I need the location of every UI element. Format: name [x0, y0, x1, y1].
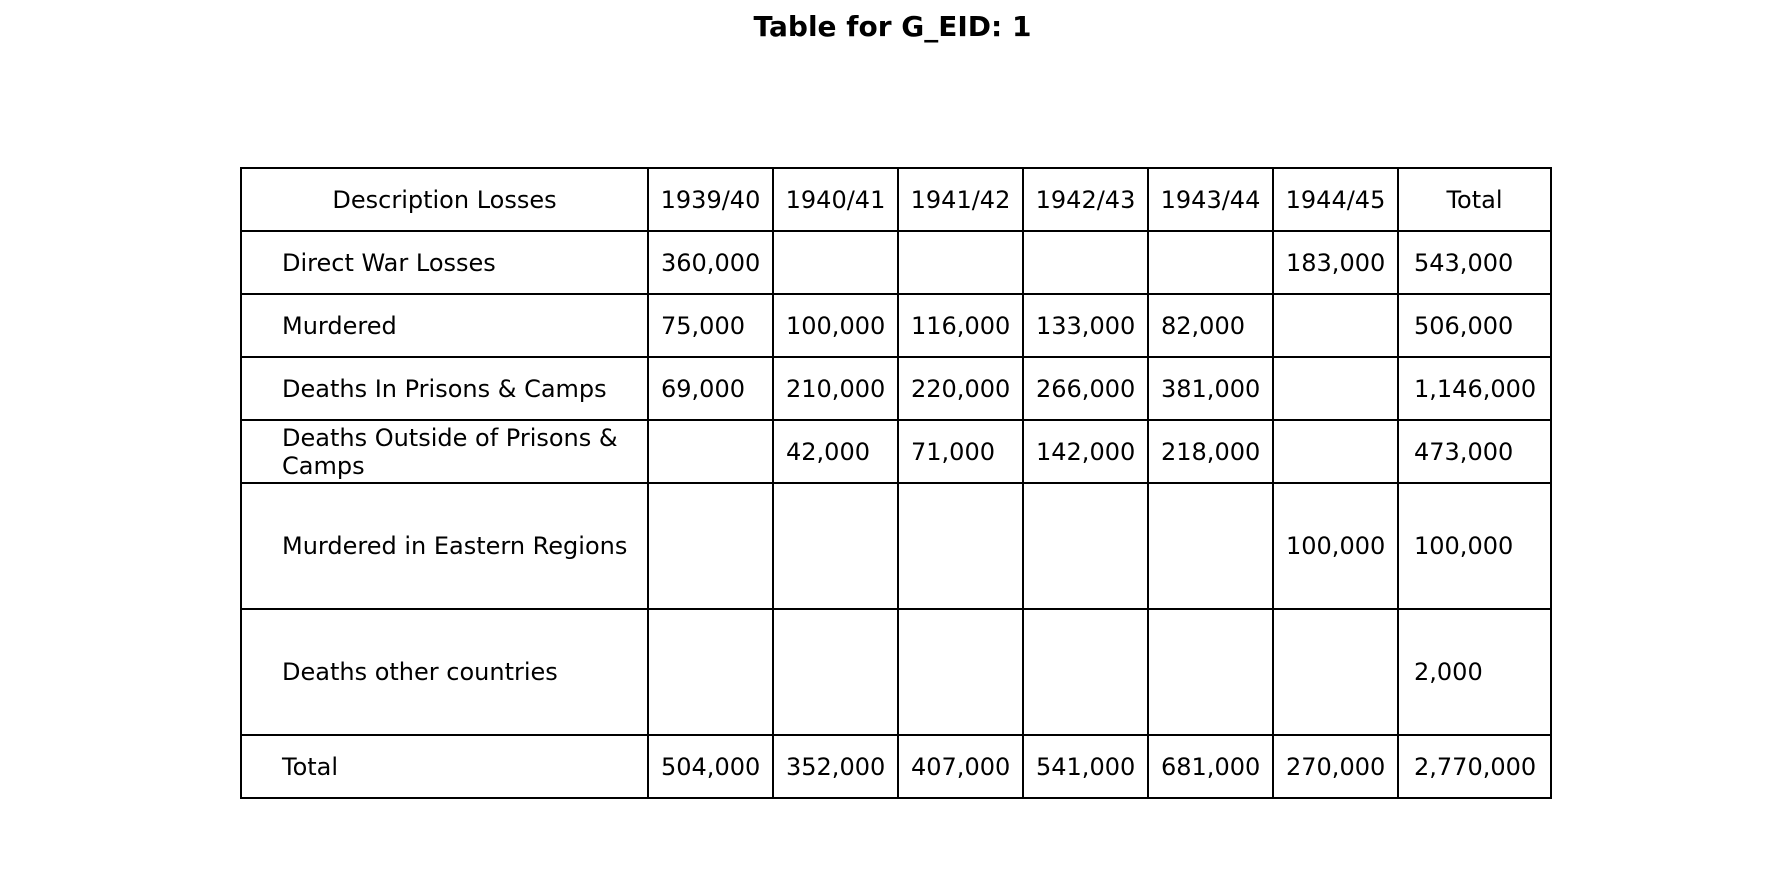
header-1943-44: 1943/44	[1147, 167, 1274, 232]
table-cell: 504,000	[647, 734, 774, 799]
losses-table: Description Losses 1939/40 1940/41 1941/…	[240, 167, 1552, 799]
table-cell	[647, 608, 774, 736]
header-description: Description Losses	[240, 167, 649, 232]
row-label: Deaths In Prisons & Camps	[240, 356, 649, 421]
table-cell	[647, 482, 774, 610]
grand-total-cell: 2,770,000	[1397, 734, 1552, 799]
table-cell	[1147, 608, 1274, 736]
table-cell: 100,000	[772, 293, 899, 358]
total-row: Total 504,000 352,000 407,000 541,000 68…	[240, 734, 1552, 799]
table-cell: 116,000	[897, 293, 1024, 358]
table-cell	[772, 230, 899, 295]
table-cell	[1272, 608, 1399, 736]
header-1942-43: 1942/43	[1022, 167, 1149, 232]
table-cell: 133,000	[1022, 293, 1149, 358]
row-total-cell: 473,000	[1397, 419, 1552, 484]
header-1939-40: 1939/40	[647, 167, 774, 232]
header-1944-45: 1944/45	[1272, 167, 1399, 232]
table-cell: 75,000	[647, 293, 774, 358]
table-cell: 681,000	[1147, 734, 1274, 799]
table-cell: 142,000	[1022, 419, 1149, 484]
row-label: Deaths Outside of Prisons & Camps	[240, 419, 649, 484]
table-cell: 266,000	[1022, 356, 1149, 421]
table-cell: 360,000	[647, 230, 774, 295]
table-cell	[1147, 230, 1274, 295]
row-label: Total	[240, 734, 649, 799]
table-cell: 218,000	[1147, 419, 1274, 484]
table-row: Direct War Losses 360,000 183,000 543,00…	[240, 230, 1552, 295]
table-cell	[647, 419, 774, 484]
table-cell: 100,000	[1272, 482, 1399, 610]
table-cell: 82,000	[1147, 293, 1274, 358]
table-row: Deaths Outside of Prisons & Camps 42,000…	[240, 419, 1552, 484]
header-1940-41: 1940/41	[772, 167, 899, 232]
table-cell: 220,000	[897, 356, 1024, 421]
table-cell: 541,000	[1022, 734, 1149, 799]
table-cell: 71,000	[897, 419, 1024, 484]
table-cell: 352,000	[772, 734, 899, 799]
row-total-cell: 543,000	[1397, 230, 1552, 295]
table-cell: 407,000	[897, 734, 1024, 799]
table-title: Table for G_EID: 1	[753, 10, 1032, 43]
table-cell	[1022, 608, 1149, 736]
table-cell: 183,000	[1272, 230, 1399, 295]
table-cell: 270,000	[1272, 734, 1399, 799]
table-cell: 69,000	[647, 356, 774, 421]
table-row: Murdered 75,000 100,000 116,000 133,000 …	[240, 293, 1552, 358]
row-total-cell: 2,000	[1397, 608, 1552, 736]
table-cell	[1022, 482, 1149, 610]
table-cell	[1272, 293, 1399, 358]
table-cell	[772, 482, 899, 610]
table-cell	[897, 608, 1024, 736]
table-cell	[897, 230, 1024, 295]
table-row: Deaths other countries 2,000	[240, 608, 1552, 736]
row-total-cell: 1,146,000	[1397, 356, 1552, 421]
header-row: Description Losses 1939/40 1940/41 1941/…	[240, 167, 1552, 232]
table-cell	[1272, 356, 1399, 421]
table-row: Murdered in Eastern Regions 100,000 100,…	[240, 482, 1552, 610]
table-cell: 210,000	[772, 356, 899, 421]
table-cell	[1272, 419, 1399, 484]
row-label: Murdered in Eastern Regions	[240, 482, 649, 610]
table-cell	[897, 482, 1024, 610]
table-row: Deaths In Prisons & Camps 69,000 210,000…	[240, 356, 1552, 421]
row-total-cell: 506,000	[1397, 293, 1552, 358]
row-label: Direct War Losses	[240, 230, 649, 295]
table-cell: 42,000	[772, 419, 899, 484]
table-cell	[1022, 230, 1149, 295]
table-cell	[1147, 482, 1274, 610]
header-total: Total	[1397, 167, 1552, 232]
table-cell: 381,000	[1147, 356, 1274, 421]
table-cell	[772, 608, 899, 736]
header-1941-42: 1941/42	[897, 167, 1024, 232]
row-label: Murdered	[240, 293, 649, 358]
row-label: Deaths other countries	[240, 608, 649, 736]
row-total-cell: 100,000	[1397, 482, 1552, 610]
